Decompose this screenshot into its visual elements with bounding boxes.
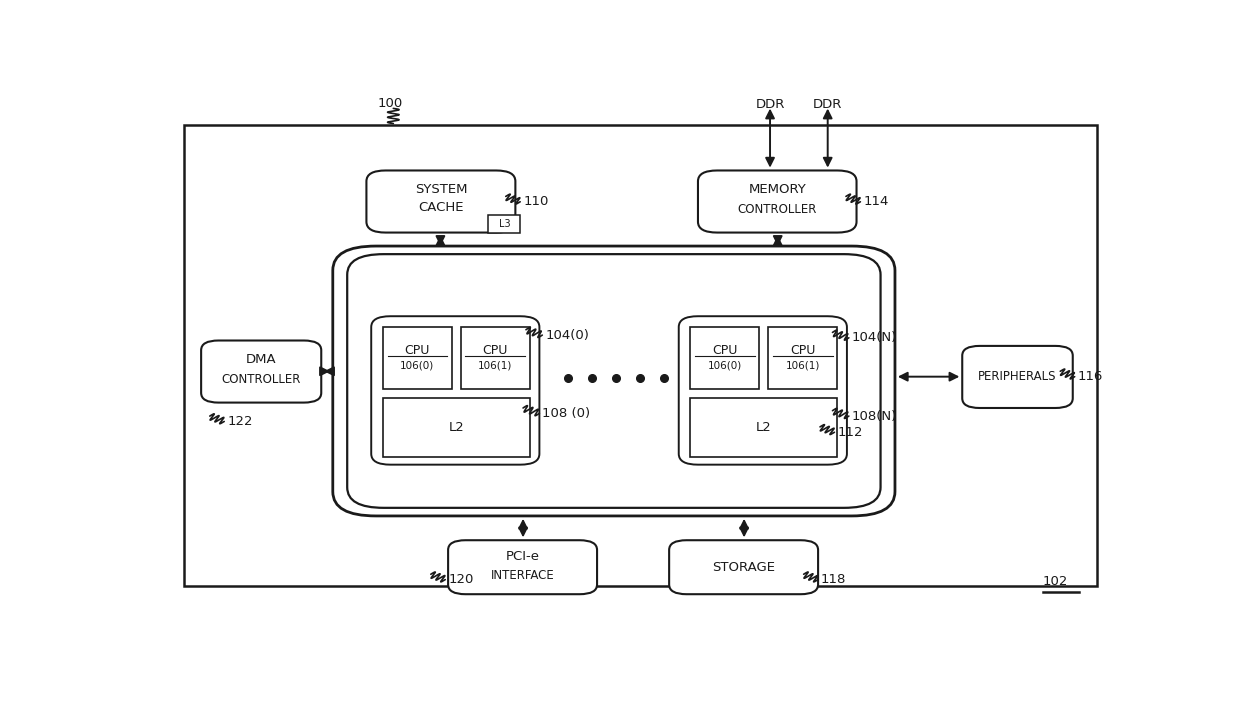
Text: 122: 122 xyxy=(227,415,253,428)
Bar xyxy=(489,215,521,233)
FancyBboxPatch shape xyxy=(347,254,880,508)
Text: 106(0): 106(0) xyxy=(708,360,742,371)
FancyBboxPatch shape xyxy=(371,316,539,465)
Bar xyxy=(768,327,837,389)
Bar xyxy=(460,327,529,389)
Text: 108 (0): 108 (0) xyxy=(542,407,590,420)
FancyBboxPatch shape xyxy=(448,540,596,594)
Text: DDR: DDR xyxy=(755,97,785,111)
Text: MEMORY: MEMORY xyxy=(749,183,806,196)
Text: PCI-e: PCI-e xyxy=(506,550,539,563)
FancyBboxPatch shape xyxy=(670,540,818,594)
Text: CONTROLLER: CONTROLLER xyxy=(738,203,817,216)
Bar xyxy=(691,398,837,456)
Text: 106(1): 106(1) xyxy=(785,360,820,371)
Bar xyxy=(383,327,451,389)
Text: CACHE: CACHE xyxy=(418,201,464,215)
Text: CONTROLLER: CONTROLLER xyxy=(222,373,301,386)
Text: 100: 100 xyxy=(378,97,403,109)
Text: CPU: CPU xyxy=(790,344,816,357)
Text: L3: L3 xyxy=(498,219,510,229)
Text: 118: 118 xyxy=(821,573,847,586)
Text: SYSTEM: SYSTEM xyxy=(414,183,467,196)
Text: 110: 110 xyxy=(523,196,548,208)
FancyBboxPatch shape xyxy=(367,170,516,233)
Text: PERIPHERALS: PERIPHERALS xyxy=(978,370,1056,383)
FancyBboxPatch shape xyxy=(698,170,857,233)
Text: STORAGE: STORAGE xyxy=(712,561,775,573)
Text: INTERFACE: INTERFACE xyxy=(491,569,554,583)
Text: CPU: CPU xyxy=(404,344,430,357)
Text: 104(0): 104(0) xyxy=(546,329,589,341)
FancyBboxPatch shape xyxy=(962,346,1073,408)
Text: 120: 120 xyxy=(448,573,474,586)
Text: 106(0): 106(0) xyxy=(401,360,434,371)
Text: 108(N): 108(N) xyxy=(852,409,897,423)
Text: L2: L2 xyxy=(449,421,464,434)
Bar xyxy=(383,398,529,456)
Text: 106(1): 106(1) xyxy=(477,360,512,371)
FancyBboxPatch shape xyxy=(332,246,895,516)
Text: DMA: DMA xyxy=(246,353,277,366)
Text: 112: 112 xyxy=(837,426,863,439)
Text: CPU: CPU xyxy=(482,344,508,357)
Text: L2: L2 xyxy=(756,421,771,434)
Bar xyxy=(184,125,1096,586)
Text: DDR: DDR xyxy=(813,97,842,111)
Text: 114: 114 xyxy=(863,196,889,208)
Text: CPU: CPU xyxy=(712,344,738,357)
FancyBboxPatch shape xyxy=(201,341,321,402)
Bar xyxy=(691,327,759,389)
Text: 104(N): 104(N) xyxy=(852,332,897,344)
FancyBboxPatch shape xyxy=(678,316,847,465)
Text: 116: 116 xyxy=(1078,370,1102,383)
Text: 102: 102 xyxy=(1043,576,1069,588)
